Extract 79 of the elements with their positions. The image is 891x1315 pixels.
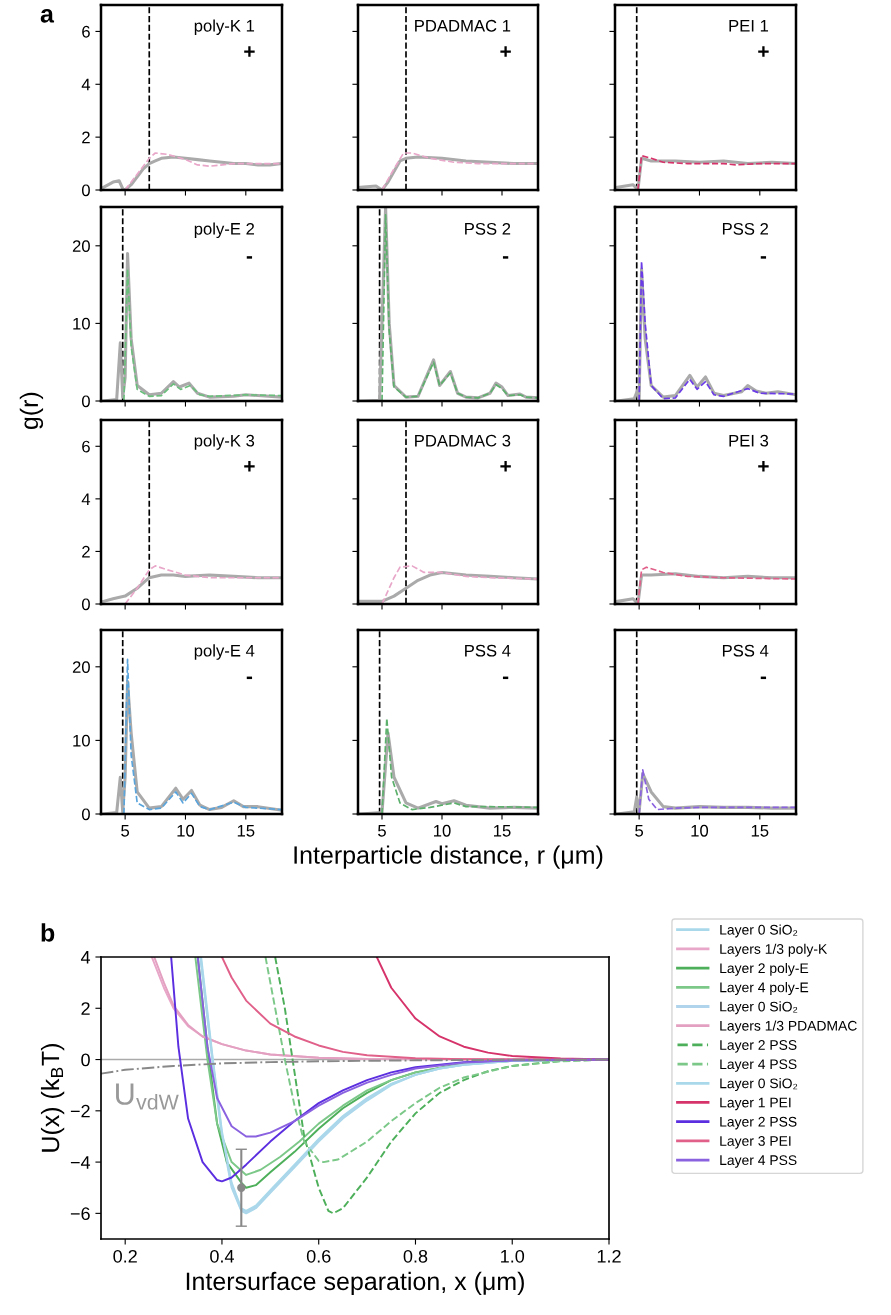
annotation: PSS 4 xyxy=(722,644,769,657)
x-tick-label: 10 xyxy=(434,824,451,837)
y-tick-label: 6 xyxy=(82,25,90,38)
annotation: poly-K 3 xyxy=(194,434,255,450)
x-axis-title: Interparticle distance, r (μm) xyxy=(294,845,603,869)
y-axis-title: U(x) (k$_{B}$T) xyxy=(40,1044,65,1152)
x-tick-label: 0.6 xyxy=(306,1249,331,1263)
y-tick-label: 20 xyxy=(72,240,90,252)
legend-label: Layer 4 PSS xyxy=(720,1155,797,1168)
x-tick-label: 15 xyxy=(237,825,255,837)
x-tick-label: 15 xyxy=(494,825,511,837)
x-tick-label: 10 xyxy=(691,824,709,837)
text: b xyxy=(41,923,55,942)
x-tick-label: 5 xyxy=(378,825,386,837)
annotation: + xyxy=(758,46,769,57)
legend-label: Layers 1/3 poly-K xyxy=(720,943,828,957)
x-tick-label: 0.8 xyxy=(403,1249,428,1263)
annotation: - xyxy=(502,676,509,680)
y-tick-label: 0 xyxy=(81,1053,90,1067)
text: a xyxy=(40,9,55,23)
legend-label: Layer 0 SiO₂ xyxy=(720,1078,798,1092)
annotation: poly-E 2 xyxy=(194,222,255,239)
y-tick-label: 10 xyxy=(73,734,90,747)
annotation: U$_{vdW}$ xyxy=(116,1083,179,1110)
y-tick-label: 0 xyxy=(81,395,90,408)
y-tick-label: 20 xyxy=(72,661,90,673)
legend-label: Layer 4 poly-E xyxy=(720,982,809,996)
x-tick-label: 0.2 xyxy=(113,1249,137,1263)
annotation: PSS 2 xyxy=(465,222,511,235)
y-tick-label: −4 xyxy=(70,1156,91,1169)
y-tick-label: 2 xyxy=(81,1002,90,1015)
annotation: poly-E 4 xyxy=(194,644,255,660)
annotation: - xyxy=(760,676,767,680)
x-tick-label: 1.0 xyxy=(501,1249,525,1263)
legend-label: Layers 1/3 PDADMAC xyxy=(720,1020,857,1034)
y-tick-label: 4 xyxy=(80,951,91,964)
x-tick-label: 0.4 xyxy=(210,1249,234,1263)
x-tick-label: 5 xyxy=(635,825,644,837)
annotation: - xyxy=(760,256,767,259)
y-axis-title: g(r) xyxy=(19,392,44,430)
annotation: PDADMAC 1 xyxy=(415,19,511,32)
y-tick-label: 6 xyxy=(82,440,90,453)
legend-label: Layer 2 PSS xyxy=(720,1040,797,1053)
annotation: + xyxy=(244,461,255,472)
annotation: - xyxy=(502,256,509,259)
y-tick-label: 4 xyxy=(81,493,91,505)
annotation: PSS 4 xyxy=(465,644,511,657)
y-tick-label: 0 xyxy=(81,184,90,197)
annotation: - xyxy=(246,676,253,680)
legend-label: Layer 0 SiO₂ xyxy=(720,1001,798,1015)
annotation: PSS 2 xyxy=(722,222,769,235)
y-tick-label: 2 xyxy=(82,131,90,144)
x-tick-label: 15 xyxy=(751,825,769,837)
y-tick-label: 0 xyxy=(81,808,90,821)
annotation: + xyxy=(500,46,511,57)
y-tick-label: 0 xyxy=(81,598,90,611)
annotation: + xyxy=(758,461,769,472)
annotation: + xyxy=(500,461,511,472)
x-tick-label: 10 xyxy=(177,824,195,837)
annotation: PEI 1 xyxy=(729,20,769,32)
annotation: PEI 3 xyxy=(729,434,769,447)
annotation: + xyxy=(244,46,255,57)
legend-label: Layer 3 PEI xyxy=(720,1136,791,1149)
y-tick-label: 10 xyxy=(73,317,90,330)
x-tick-label: 5 xyxy=(121,825,130,837)
annotation: poly-K 1 xyxy=(194,19,255,35)
y-tick-label: 2 xyxy=(82,545,90,558)
y-tick-label: −2 xyxy=(70,1104,90,1118)
legend-label: Layer 2 poly-E xyxy=(720,962,809,976)
y-tick-label: −6 xyxy=(70,1207,90,1221)
annotation: - xyxy=(246,256,253,259)
legend-label: Layer 4 PSS xyxy=(720,1059,797,1072)
legend-label: Layer 1 PEI xyxy=(720,1097,791,1111)
x-axis-title: Intersurface separation, x (μm) xyxy=(186,1271,524,1296)
legend-label: Layer 2 PSS xyxy=(720,1116,797,1130)
annotation: PDADMAC 3 xyxy=(415,434,511,447)
legend-label: Layer 0 SiO₂ xyxy=(720,924,798,938)
y-tick-label: 4 xyxy=(81,78,91,91)
x-tick-label: 1.2 xyxy=(597,1249,621,1263)
